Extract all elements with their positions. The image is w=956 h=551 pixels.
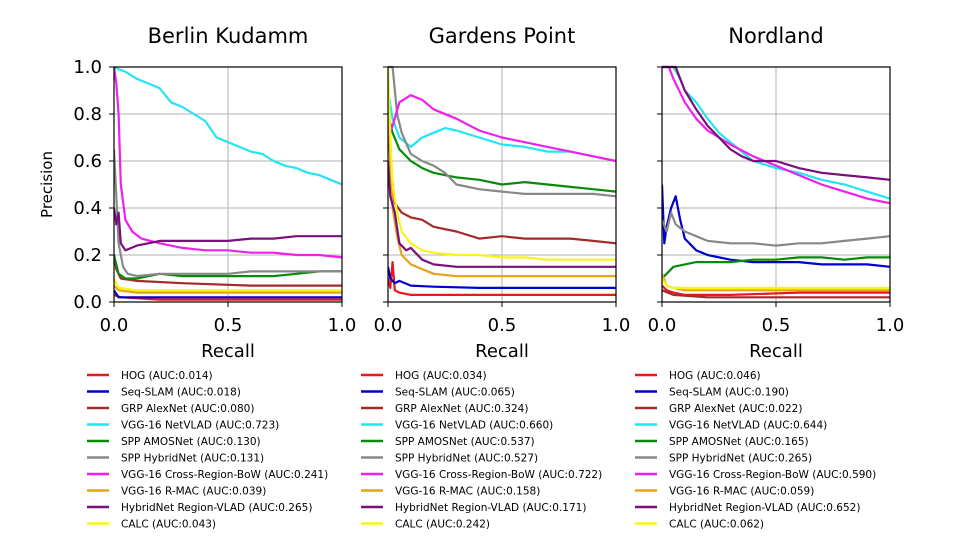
y-tick-label: 0.4 xyxy=(73,198,102,219)
legend-entry-5: SPP AMOSNet (AUC:0.165) xyxy=(669,436,809,448)
y-axis-label: Precision xyxy=(38,151,56,218)
series-line-6 xyxy=(388,65,616,198)
legend-entry-1: HOG (AUC:0.014) xyxy=(121,370,213,382)
legend-entry-9: HybridNet Region-VLAD (AUC:0.265) xyxy=(121,502,312,514)
series-line-2 xyxy=(388,266,616,289)
legend: HOG (AUC:0.014) Seq-SLAM (AUC:0.018) GRP A… xyxy=(87,370,328,531)
legend-entry-2: Seq-SLAM (AUC:0.018) xyxy=(121,387,241,399)
x-tick-label: 1.0 xyxy=(328,315,357,336)
legend: HOG (AUC:0.034) Seq-SLAM (AUC:0.065) GRP A… xyxy=(361,370,602,531)
legend-entry-7: VGG-16 Cross-Region-BoW (AUC:0.241) xyxy=(121,469,328,481)
series-line-7 xyxy=(114,66,342,259)
chart-panel-1: 0.0 0.5 1.0 0.0 0.2 0.4 0.6 0.8 1.0 Berlin Kudamm… xyxy=(38,24,356,531)
legend-entry-3: GRP AlexNet (AUC:0.080) xyxy=(121,403,254,415)
y-tick-label: 0.8 xyxy=(73,104,102,125)
series-line-6 xyxy=(662,211,890,247)
legend-entry-8: VGG-16 R-MAC (AUC:0.059) xyxy=(669,486,814,498)
chart-title: Berlin Kudamm xyxy=(148,24,309,48)
legend: HOG (AUC:0.046) Seq-SLAM (AUC:0.190) GRP A… xyxy=(635,370,876,531)
legend-entry-6: SPP HybridNet (AUC:0.527) xyxy=(395,453,538,465)
legend-entry-1: HOG (AUC:0.046) xyxy=(669,370,761,382)
legend-entry-4: VGG-16 NetVLAD (AUC:0.723) xyxy=(121,420,279,432)
x-tick-label: 0.0 xyxy=(374,315,403,336)
series-line-9 xyxy=(114,207,342,252)
series-line-10 xyxy=(388,66,616,261)
series-line-9 xyxy=(662,65,890,181)
chart-panel-3: 0.0 0.5 1.0 Nordland Recall HOG (AUC:0.046) Se… xyxy=(635,24,904,531)
series-line-5 xyxy=(662,256,890,280)
series-line-5 xyxy=(388,113,616,193)
legend-entry-1: HOG (AUC:0.034) xyxy=(395,370,487,382)
legend-entry-5: SPP AMOSNet (AUC:0.130) xyxy=(121,436,261,448)
series-line-6 xyxy=(114,149,342,278)
legend-entry-7: VGG-16 Cross-Region-BoW (AUC:0.590) xyxy=(669,469,876,481)
legend-entry-2: Seq-SLAM (AUC:0.190) xyxy=(669,387,789,399)
x-tick-label: 1.0 xyxy=(876,315,905,336)
series-line-5 xyxy=(114,254,342,280)
series-line-7 xyxy=(662,65,890,205)
series-line-10 xyxy=(662,277,890,289)
series-line-4 xyxy=(388,90,616,163)
legend-entry-6: SPP HybridNet (AUC:0.131) xyxy=(121,453,264,465)
x-tick-label: 1.0 xyxy=(602,315,631,336)
x-axis-label: Recall xyxy=(475,341,529,362)
legend-entry-3: GRP AlexNet (AUC:0.324) xyxy=(395,403,528,415)
legend-entry-9: HybridNet Region-VLAD (AUC:0.171) xyxy=(395,502,586,514)
legend-entry-10: CALC (AUC:0.043) xyxy=(121,519,216,531)
legend-entry-2: Seq-SLAM (AUC:0.065) xyxy=(395,387,515,399)
chart-title: Gardens Point xyxy=(429,24,576,48)
x-tick-label: 0.5 xyxy=(214,315,243,336)
legend-entry-8: VGG-16 R-MAC (AUC:0.039) xyxy=(121,486,266,498)
series-line-2 xyxy=(114,289,342,299)
series-line-8 xyxy=(114,284,342,294)
x-axis-label: Recall xyxy=(749,341,803,362)
legend-entry-9: HybridNet Region-VLAD (AUC:0.652) xyxy=(669,502,860,514)
legend-entry-4: VGG-16 NetVLAD (AUC:0.660) xyxy=(395,420,553,432)
series-line-4 xyxy=(114,66,342,186)
series-line-10 xyxy=(114,278,342,292)
x-tick-label: 0.0 xyxy=(648,315,677,336)
y-tick-label: 1.0 xyxy=(73,57,102,78)
chart-title: Nordland xyxy=(728,24,824,48)
x-tick-label: 0.0 xyxy=(100,315,129,336)
y-tick-label: 0.0 xyxy=(73,292,102,313)
series-line-3 xyxy=(114,254,342,287)
series-line-1 xyxy=(662,284,890,296)
x-tick-label: 0.5 xyxy=(762,315,791,336)
chart-panel-2: 0.0 0.5 1.0 Gardens Point Recall HOG (AUC:0.0… xyxy=(361,24,630,531)
series-line-3 xyxy=(662,289,890,299)
y-tick-label: 0.2 xyxy=(73,245,102,266)
y-tick-label: 0.6 xyxy=(73,151,102,172)
legend-entry-6: SPP HybridNet (AUC:0.265) xyxy=(669,453,812,465)
legend-entry-5: SPP AMOSNet (AUC:0.537) xyxy=(395,436,535,448)
legend-entry-10: CALC (AUC:0.062) xyxy=(669,519,764,531)
legend-entry-3: GRP AlexNet (AUC:0.022) xyxy=(669,403,802,415)
legend-entry-8: VGG-16 R-MAC (AUC:0.158) xyxy=(395,486,540,498)
series-line-7 xyxy=(388,94,616,163)
x-tick-label: 0.5 xyxy=(488,315,517,336)
x-axis-label: Recall xyxy=(201,341,255,362)
legend-entry-4: VGG-16 NetVLAD (AUC:0.644) xyxy=(669,420,827,432)
legend-entry-7: VGG-16 Cross-Region-BoW (AUC:0.722) xyxy=(395,469,602,481)
series-line-9 xyxy=(388,160,616,268)
legend-entry-10: CALC (AUC:0.242) xyxy=(395,519,490,531)
